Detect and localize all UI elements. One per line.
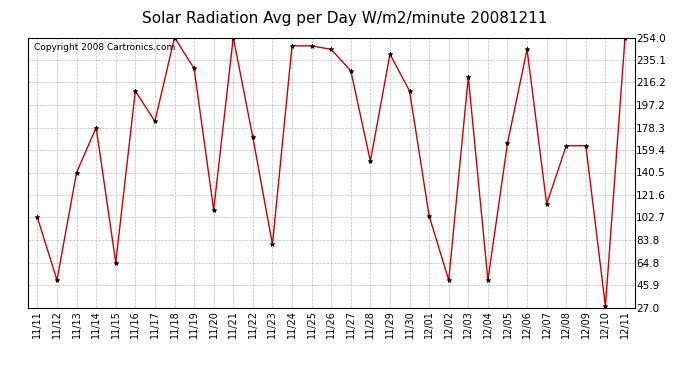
Text: Copyright 2008 Cartronics.com: Copyright 2008 Cartronics.com — [34, 43, 175, 52]
Text: Solar Radiation Avg per Day W/m2/minute 20081211: Solar Radiation Avg per Day W/m2/minute … — [142, 11, 548, 26]
